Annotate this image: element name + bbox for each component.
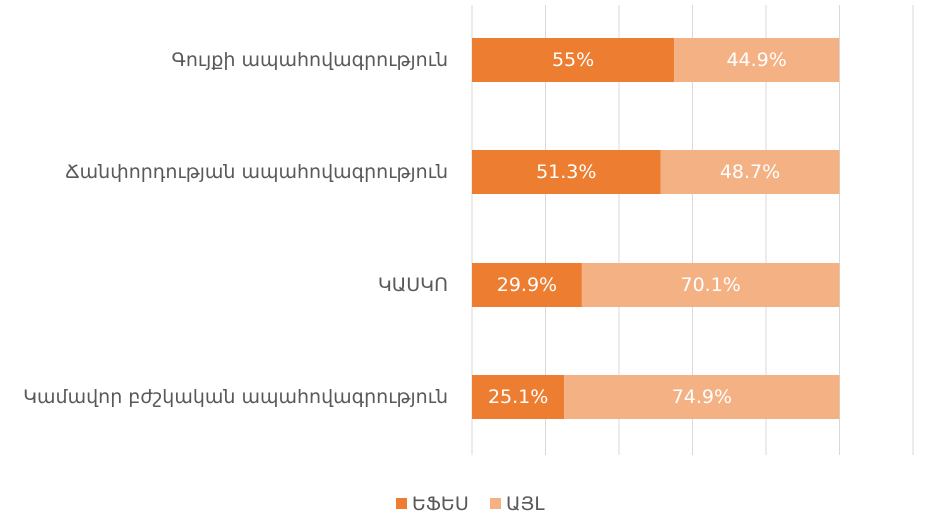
bars: 55% 44.9% 51.3% 48.7% 29.9% 70.1% 25.1% 74.9% xyxy=(472,38,840,419)
bar-efes xyxy=(472,150,661,194)
bar-efes xyxy=(472,375,565,419)
legend: ԵՖԵՍ ԱՅԼ xyxy=(396,493,545,515)
category-label: ԿԱՍԿՈ xyxy=(378,274,448,296)
data-label: 74.9% xyxy=(672,386,732,408)
bar-efes xyxy=(472,263,582,307)
data-label: 29.9% xyxy=(497,274,557,296)
bar-efes xyxy=(472,38,675,82)
data-label: 55% xyxy=(552,49,594,71)
data-label: 44.9% xyxy=(726,49,786,71)
category-label: Գույքի ապահովագրություն xyxy=(172,49,448,71)
bar-other xyxy=(581,263,840,307)
data-label: 70.1% xyxy=(681,274,741,296)
data-label: 48.7% xyxy=(720,161,780,183)
bar-other xyxy=(660,150,840,194)
legend-label: ԱՅԼ xyxy=(506,493,545,515)
legend-swatch xyxy=(490,498,501,509)
data-label: 25.1% xyxy=(488,386,548,408)
bar-other xyxy=(564,375,840,419)
category-labels: Գույքի ապահովագրություն Ճանփորդության ապա… xyxy=(23,49,448,408)
category-label: Ճանփորդության ապահովագրություն xyxy=(65,161,448,183)
legend-label: ԵՖԵՍ xyxy=(412,493,469,515)
category-label: Կամավոր բժշկական ապահովագրություն xyxy=(23,386,448,408)
legend-swatch xyxy=(396,498,407,509)
bar-other xyxy=(674,38,840,82)
data-label: 51.3% xyxy=(536,161,596,183)
